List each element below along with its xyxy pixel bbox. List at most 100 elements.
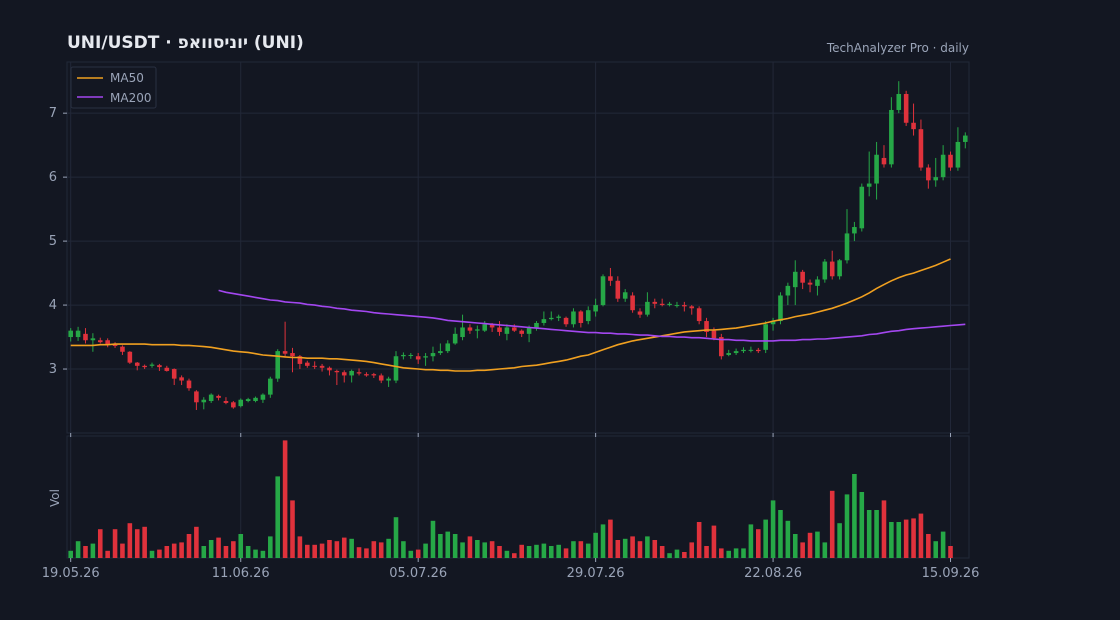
candle-body xyxy=(674,305,680,307)
candle-body xyxy=(726,353,732,355)
candle-body xyxy=(903,93,909,123)
volume-bar xyxy=(341,537,347,558)
candle-body xyxy=(548,317,554,320)
candle-body xyxy=(171,369,177,379)
volume-bar xyxy=(541,543,547,558)
candle-body xyxy=(497,327,502,332)
candle-body xyxy=(652,301,658,304)
candle-body xyxy=(364,374,369,376)
candle-body xyxy=(630,295,635,311)
volume-bar xyxy=(157,549,162,558)
candle-body xyxy=(585,310,591,322)
candle-body xyxy=(68,330,73,338)
candle-body xyxy=(741,349,746,352)
candle-body xyxy=(460,327,465,338)
volume-bar xyxy=(223,546,229,558)
candle-body xyxy=(778,295,783,322)
volume-bar xyxy=(445,531,451,558)
volume-bar xyxy=(940,531,946,558)
volume-bar xyxy=(859,492,865,558)
volume-bar xyxy=(637,541,643,558)
volume-bar xyxy=(208,540,214,558)
volume-bar xyxy=(467,536,473,558)
volume-bar xyxy=(608,519,613,558)
volume-axis-label: Vol xyxy=(48,489,62,507)
volume-bar xyxy=(778,510,783,558)
volume-bar xyxy=(253,549,258,558)
candle-body xyxy=(179,377,184,381)
volume-bar xyxy=(186,534,192,558)
volume-bar xyxy=(371,541,377,558)
volume-bar xyxy=(149,550,155,558)
candle-body xyxy=(467,327,473,331)
volume-bar xyxy=(275,476,281,558)
volume-bar xyxy=(682,552,687,558)
volume-bar xyxy=(164,546,170,558)
candle-body xyxy=(926,167,931,181)
candle-body xyxy=(105,340,110,345)
candle-body xyxy=(312,365,317,367)
candle-body xyxy=(334,370,340,373)
candle-body xyxy=(711,330,717,339)
candle-body xyxy=(223,401,229,403)
volume-bar xyxy=(659,546,665,558)
candle-body xyxy=(608,276,613,281)
candle-body xyxy=(142,365,147,368)
candle-body xyxy=(815,279,820,286)
candle-body xyxy=(231,402,236,408)
candle-body xyxy=(401,354,406,357)
volume-bar xyxy=(290,500,295,558)
volume-bar xyxy=(504,550,510,558)
candle-body xyxy=(889,109,894,165)
candle-body xyxy=(874,154,879,184)
price-panel-frame xyxy=(66,61,970,434)
volume-bar xyxy=(97,529,103,558)
chart-source: TechAnalyzer Pro · daily xyxy=(826,41,969,55)
volume-bar xyxy=(652,540,658,558)
candle-body xyxy=(238,399,244,407)
candle-body xyxy=(911,122,916,130)
candle-body xyxy=(445,343,451,352)
volume-bar xyxy=(755,529,761,558)
candle-body xyxy=(822,261,828,280)
volume-bar xyxy=(622,538,628,558)
volume-bar xyxy=(356,547,362,558)
candle-body xyxy=(253,397,258,402)
candle-body xyxy=(896,93,902,110)
candle-body xyxy=(866,183,872,187)
legend-ma200-label: MA200 xyxy=(110,91,151,105)
candle-body xyxy=(371,374,377,376)
candle-body xyxy=(733,351,739,354)
candle-body xyxy=(83,333,88,341)
candle-body xyxy=(800,271,805,283)
volume-bar xyxy=(770,500,776,558)
volume-bar xyxy=(327,540,332,558)
candle-body xyxy=(75,330,81,338)
volume-bar xyxy=(415,549,421,558)
volume-bar xyxy=(482,542,488,558)
candle-body xyxy=(415,356,421,360)
volume-bar xyxy=(918,513,924,558)
date-tick-label: 29.07.26 xyxy=(567,566,625,581)
volume-bar xyxy=(630,536,635,558)
date-tick-label: 22.08.26 xyxy=(744,566,802,581)
candle-body xyxy=(304,362,310,366)
volume-bar xyxy=(201,546,207,558)
chart-title: UNI/USDT · יוניסוואפ (UNI) xyxy=(67,33,304,53)
candle-body xyxy=(689,306,695,309)
volume-bar xyxy=(726,550,732,558)
volume-bar xyxy=(194,526,199,558)
volume-bar xyxy=(512,553,517,558)
candle-body xyxy=(282,351,288,354)
volume-bar xyxy=(120,543,125,558)
volume-bar xyxy=(408,550,414,558)
volume-bar xyxy=(334,541,340,558)
candle-body xyxy=(645,301,650,315)
candle-body xyxy=(519,330,524,334)
ma50-line xyxy=(70,258,951,372)
candle-body xyxy=(97,340,103,343)
volume-bar xyxy=(364,548,369,558)
candle-body xyxy=(194,391,199,403)
candle-body xyxy=(275,351,281,379)
